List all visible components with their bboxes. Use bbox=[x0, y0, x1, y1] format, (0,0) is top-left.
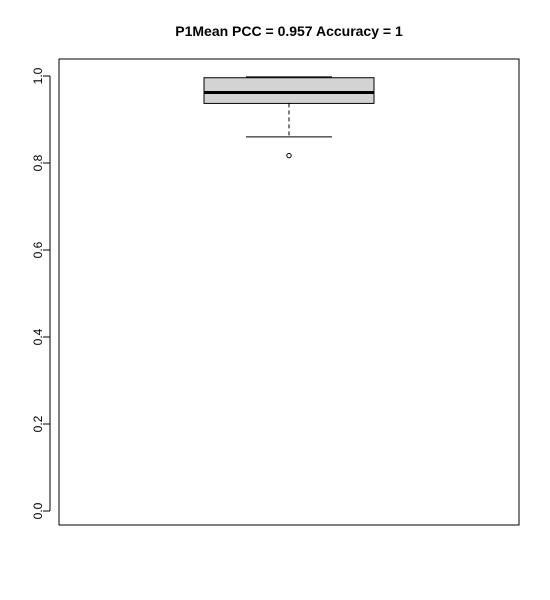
y-tick-label: 1.0 bbox=[31, 67, 45, 84]
y-axis: 0.0 0.2 0.4 0.6 0.8 1.0 bbox=[31, 67, 51, 519]
outlier-point bbox=[286, 152, 292, 159]
y-tick-label: 0.0 bbox=[31, 502, 45, 519]
y-tick-label: 0.4 bbox=[31, 328, 45, 345]
y-tick-label: 0.8 bbox=[31, 154, 45, 171]
box-plot bbox=[203, 76, 375, 159]
box-iqr bbox=[203, 77, 375, 104]
plot-frame bbox=[58, 58, 520, 526]
y-tick-label: 0.6 bbox=[31, 241, 45, 258]
chart-title: P1Mean PCC = 0.957 Accuracy = 1 bbox=[175, 23, 403, 39]
y-tick-label: 0.2 bbox=[31, 415, 45, 432]
